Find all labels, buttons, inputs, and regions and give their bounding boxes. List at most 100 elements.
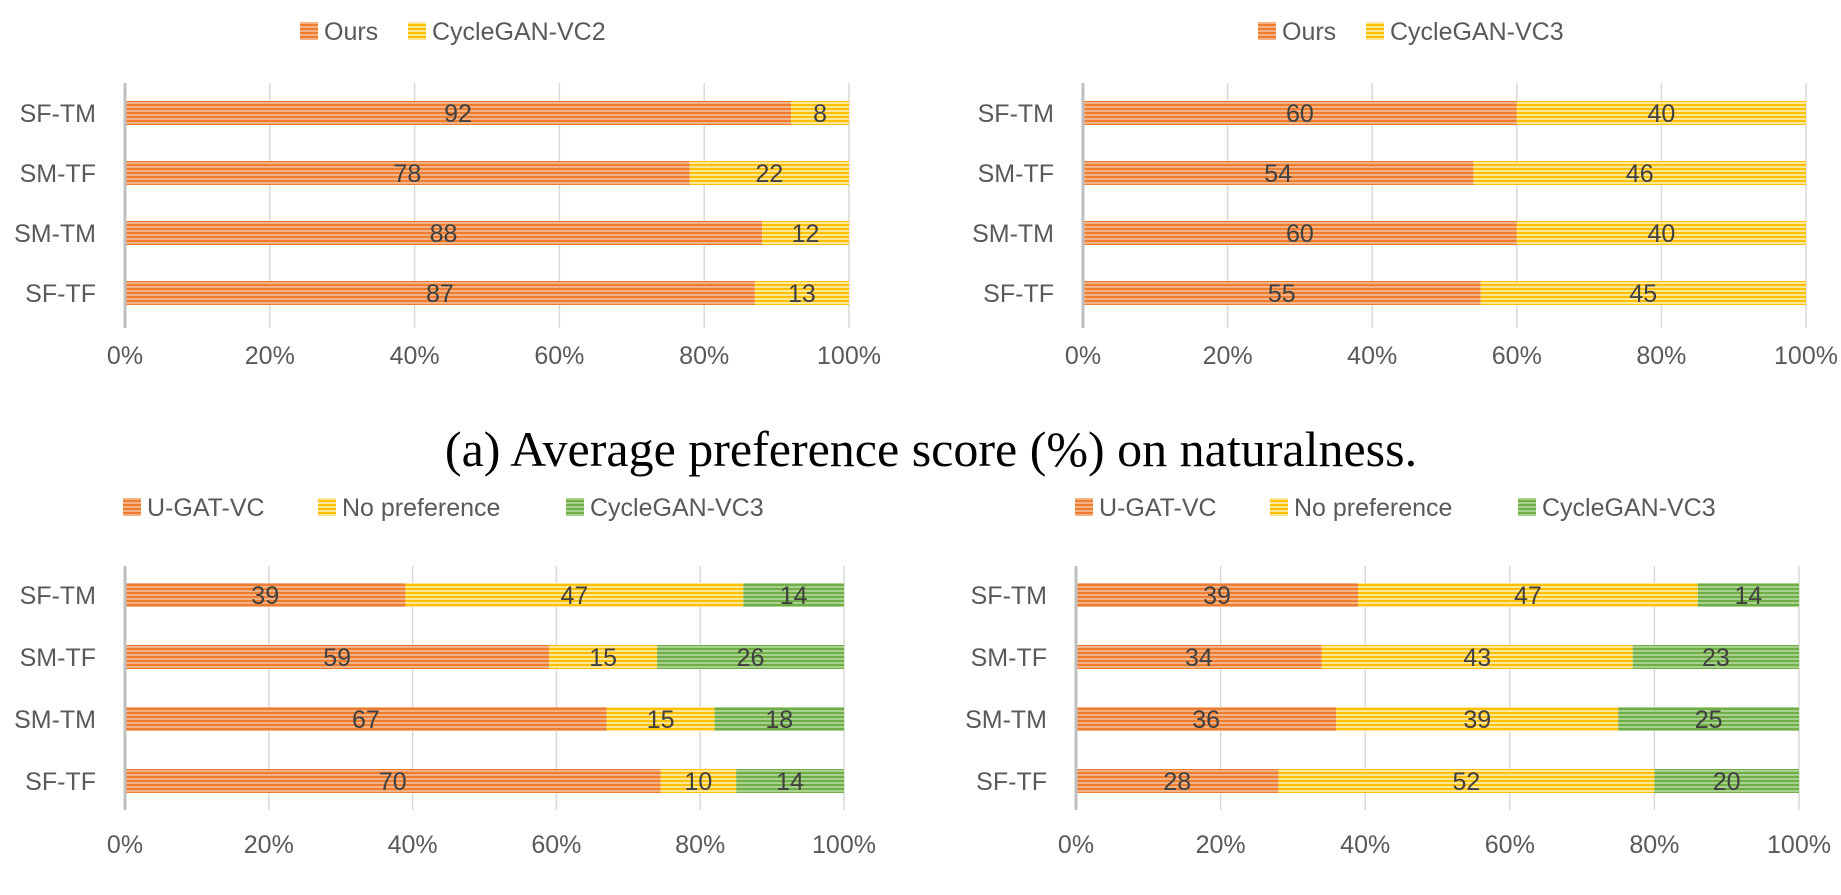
x-tick-label: 80% xyxy=(679,342,729,370)
bar-ours-sf-tf xyxy=(1083,281,1481,305)
bar-no-preference-sm-tm xyxy=(606,707,715,731)
legend-label: CycleGAN-VC3 xyxy=(1390,18,1564,46)
bar-no-preference-sf-tf xyxy=(1278,769,1655,793)
bar-cyclegan-vc3-sm-tf xyxy=(1473,161,1806,185)
legend-swatch xyxy=(1518,498,1536,516)
data-label: 39 xyxy=(251,582,279,610)
category-label: SM-TM xyxy=(972,220,1054,248)
bar-cyclegan-vc3-sf-tf xyxy=(1480,281,1806,305)
x-tick-label: 60% xyxy=(531,831,581,859)
x-tick-label: 80% xyxy=(1629,831,1679,859)
bar-ours-sm-tm xyxy=(125,221,763,245)
data-label: 54 xyxy=(1264,160,1292,188)
category-label: SF-TF xyxy=(976,768,1047,796)
charts-root: 92 8 SF-TM 78 22 SM-TF 88 12 SM-TM 87 13 SF-TF 0% 20%… xyxy=(14,18,1838,859)
bar-u-gat-vc-sm-tm xyxy=(125,707,607,731)
data-label: 59 xyxy=(323,644,351,672)
data-label: 25 xyxy=(1695,706,1723,734)
data-label: 47 xyxy=(1514,582,1542,610)
category-label: SM-TF xyxy=(971,644,1047,672)
x-tick-label: 20% xyxy=(245,342,295,370)
x-tick-label: 20% xyxy=(1203,342,1253,370)
legend-label: Ours xyxy=(324,18,378,46)
figure-caption: (a) Average preference score (%) on natu… xyxy=(445,421,1417,477)
bar-u-gat-vc-sm-tf xyxy=(1076,645,1322,669)
data-label: 14 xyxy=(780,582,808,610)
bar-u-gat-vc-sf-tm xyxy=(125,583,406,607)
x-tick-label: 60% xyxy=(1492,342,1542,370)
legend-label: No preference xyxy=(1294,494,1452,522)
x-tick-label: 80% xyxy=(675,831,725,859)
bar-cyclegan-vc3-sm-tf xyxy=(657,645,844,669)
data-label: 46 xyxy=(1626,160,1654,188)
data-label: 28 xyxy=(1163,768,1191,796)
x-tick-label: 20% xyxy=(244,831,294,859)
legend-label: No preference xyxy=(342,494,500,522)
bar-cyclegan-vc3-sf-tf xyxy=(1654,769,1799,793)
legend-swatch xyxy=(408,22,426,40)
x-tick-label: 60% xyxy=(534,342,584,370)
legend-swatch xyxy=(1075,498,1093,516)
data-label: 8 xyxy=(813,100,827,128)
bar-cyclegan-vc2-sf-tm xyxy=(791,101,849,125)
bar-u-gat-vc-sf-tf xyxy=(125,769,661,793)
data-label: 23 xyxy=(1702,644,1730,672)
category-label: SM-TM xyxy=(965,706,1047,734)
data-label: 39 xyxy=(1203,582,1231,610)
x-tick-label: 100% xyxy=(1774,342,1838,370)
bar-ours-sm-tf xyxy=(125,161,690,185)
x-tick-label: 0% xyxy=(107,342,143,370)
legend-label: CycleGAN-VC2 xyxy=(432,18,606,46)
bar-ours-sf-tm xyxy=(1083,101,1517,125)
data-label: 26 xyxy=(737,644,765,672)
data-label: 60 xyxy=(1286,220,1314,248)
data-label: 47 xyxy=(560,582,588,610)
data-label: 18 xyxy=(765,706,793,734)
x-tick-label: 40% xyxy=(1340,831,1390,859)
data-label: 67 xyxy=(352,706,380,734)
data-label: 52 xyxy=(1453,768,1481,796)
bar-ours-sf-tm xyxy=(125,101,792,125)
bar-no-preference-sf-tm xyxy=(405,583,744,607)
bar-cyclegan-vc3-sf-tm xyxy=(743,583,844,607)
chart-4: 39 47 14 SF-TM 34 43 23 SM-TF 36 39 25 SM-TM 28 52 20 S… xyxy=(965,494,1831,859)
bar-cyclegan-vc3-sf-tm xyxy=(1516,101,1806,125)
legend-swatch xyxy=(566,498,584,516)
category-label: SF-TF xyxy=(25,768,96,796)
data-label: 36 xyxy=(1192,706,1220,734)
data-label: 14 xyxy=(776,768,804,796)
x-tick-label: 60% xyxy=(1485,831,1535,859)
data-label: 13 xyxy=(788,280,816,308)
bar-cyclegan-vc3-sm-tf xyxy=(1632,645,1799,669)
bar-cyclegan-vc3-sf-tf xyxy=(736,769,844,793)
legend-swatch xyxy=(318,498,336,516)
bar-cyclegan-vc3-sm-tm xyxy=(1516,221,1806,245)
data-label: 20 xyxy=(1713,768,1741,796)
bar-u-gat-vc-sm-tf xyxy=(125,645,550,669)
data-label: 39 xyxy=(1463,706,1491,734)
bar-cyclegan-vc2-sm-tf xyxy=(689,161,849,185)
x-tick-label: 100% xyxy=(1767,831,1831,859)
data-label: 15 xyxy=(647,706,675,734)
x-tick-label: 20% xyxy=(1196,831,1246,859)
data-label: 55 xyxy=(1268,280,1296,308)
bar-no-preference-sm-tf xyxy=(1321,645,1633,669)
legend-label: U-GAT-VC xyxy=(1099,494,1217,522)
bar-ours-sm-tm xyxy=(1083,221,1517,245)
bar-u-gat-vc-sm-tm xyxy=(1076,707,1337,731)
x-tick-label: 0% xyxy=(1058,831,1094,859)
category-label: SM-TM xyxy=(14,706,96,734)
data-label: 34 xyxy=(1185,644,1213,672)
data-label: 14 xyxy=(1734,582,1762,610)
data-label: 78 xyxy=(393,160,421,188)
bar-cyclegan-vc3-sf-tm xyxy=(1697,583,1799,607)
data-label: 88 xyxy=(430,220,458,248)
bar-u-gat-vc-sf-tf xyxy=(1076,769,1279,793)
data-label: 70 xyxy=(379,768,407,796)
legend-swatch xyxy=(1366,22,1384,40)
x-tick-label: 100% xyxy=(817,342,881,370)
bar-cyclegan-vc3-sm-tm xyxy=(1618,707,1799,731)
bar-ours-sm-tf xyxy=(1083,161,1474,185)
x-tick-label: 0% xyxy=(107,831,143,859)
